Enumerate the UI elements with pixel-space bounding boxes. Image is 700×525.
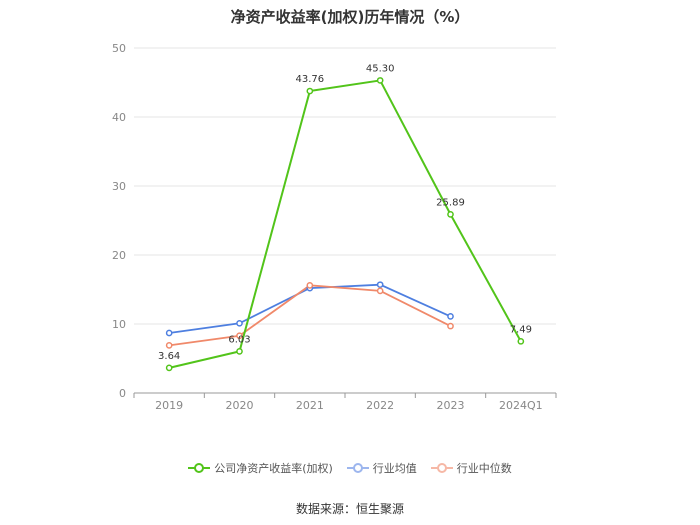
legend-item-industry-mean[interactable]: 行业均值 xyxy=(346,460,417,476)
x-axis: 2019 2020 2021 2022 2023 2024Q1 xyxy=(133,392,557,412)
data-label: 3.64 xyxy=(158,351,180,362)
data-source: 数据来源：恒生聚源 xyxy=(295,502,404,516)
data-label: 25.89 xyxy=(436,197,465,208)
x-tick-label: 2022 xyxy=(366,399,394,412)
y-tick-label: 0 xyxy=(119,387,126,400)
y-tick-label: 40 xyxy=(112,111,126,124)
legend-item-company-roe[interactable]: 公司净资产收益率(加权) xyxy=(188,460,333,476)
data-label: 6.03 xyxy=(228,334,250,345)
x-tick-label: 2024Q1 xyxy=(499,399,543,412)
data-point xyxy=(306,282,314,289)
series-line xyxy=(169,284,451,347)
y-axis: 0 10 20 30 40 50 xyxy=(112,42,126,400)
legend-label: 行业均值 xyxy=(372,462,417,475)
data-label: 43.76 xyxy=(296,74,325,85)
y-tick-label: 50 xyxy=(112,42,126,55)
data-point xyxy=(236,332,243,340)
legend-marker-orange-icon xyxy=(430,462,453,474)
legend: 公司净资产收益率(加权) 行业均值 行业中位数 xyxy=(0,460,700,476)
data-point xyxy=(306,87,314,95)
data-labels: 3.64 6.03 43.76 45.30 25.89 7.49 xyxy=(158,63,532,361)
data-point xyxy=(165,364,173,372)
data-point xyxy=(165,342,173,349)
data-label: 45.30 xyxy=(366,63,395,74)
x-tick-label: 2019 xyxy=(155,399,183,412)
data-point xyxy=(376,77,384,84)
data-point xyxy=(376,287,384,295)
chart-title: 净资产收益率(加权)历年情况（%） xyxy=(230,8,470,26)
grid-lines xyxy=(134,47,556,325)
data-point xyxy=(376,281,384,289)
y-tick-label: 10 xyxy=(112,318,126,331)
x-tick-label: 2020 xyxy=(226,399,254,412)
data-point xyxy=(447,313,454,320)
legend-label: 公司净资产收益率(加权) xyxy=(214,462,333,475)
series-line xyxy=(169,283,451,334)
x-tick-label: 2021 xyxy=(296,399,324,412)
legend-item-industry-median[interactable]: 行业中位数 xyxy=(430,460,512,476)
series-line xyxy=(168,79,522,369)
y-tick-label: 20 xyxy=(112,249,126,262)
data-point xyxy=(447,211,454,218)
data-point xyxy=(236,348,243,355)
series-points xyxy=(165,77,525,372)
data-label: 7.49 xyxy=(510,324,532,335)
legend-marker-green-icon xyxy=(188,462,211,474)
legend-marker-blue-icon xyxy=(346,462,369,474)
legend-label: 行业中位数 xyxy=(456,462,512,475)
x-tick-label: 2023 xyxy=(437,399,465,412)
y-tick-label: 30 xyxy=(112,180,126,193)
data-point xyxy=(165,329,173,337)
data-point xyxy=(517,337,525,345)
data-point xyxy=(236,319,243,327)
data-point xyxy=(447,322,454,330)
series-lines xyxy=(168,79,522,369)
